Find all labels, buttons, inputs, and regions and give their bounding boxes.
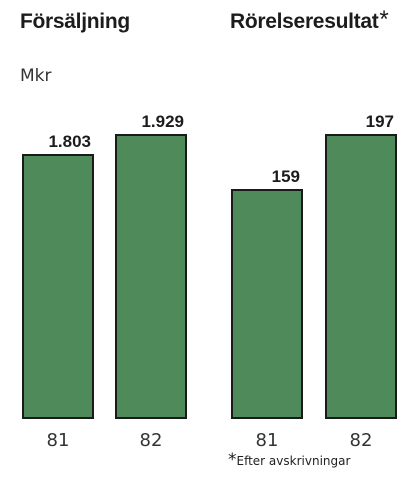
- footnote: *Efter avskrivningar: [228, 450, 351, 474]
- bar-sales-81: [22, 154, 94, 419]
- footnote-marker: *: [379, 6, 389, 33]
- chart-title-operating-result-text: Rörelseresultat: [230, 10, 379, 33]
- data-label-result-81: 159: [272, 167, 300, 186]
- data-label-sales-81: 1.803: [48, 132, 91, 151]
- x-tick-label-sales-82: 82: [140, 430, 163, 451]
- chart-title-operating-result: Rörelseresultat*: [230, 6, 389, 38]
- x-tick-label-result-81: 81: [256, 430, 279, 451]
- footnote-text: Efter avskrivningar: [236, 454, 351, 468]
- footnote-star: *: [228, 450, 237, 470]
- chart-title-sales-text: Försäljning: [20, 10, 130, 33]
- bar-result-81: [231, 189, 303, 419]
- bar-sales-82: [115, 134, 187, 419]
- x-tick-label-sales-81: 81: [47, 430, 70, 451]
- unit-label: Mkr: [20, 66, 52, 86]
- chart-title-sales: Försäljning: [20, 10, 130, 34]
- data-label-sales-82: 1.929: [141, 112, 184, 131]
- x-tick-label-result-82: 82: [350, 430, 373, 451]
- bar-result-82: [325, 134, 397, 419]
- data-label-result-82: 197: [366, 112, 394, 131]
